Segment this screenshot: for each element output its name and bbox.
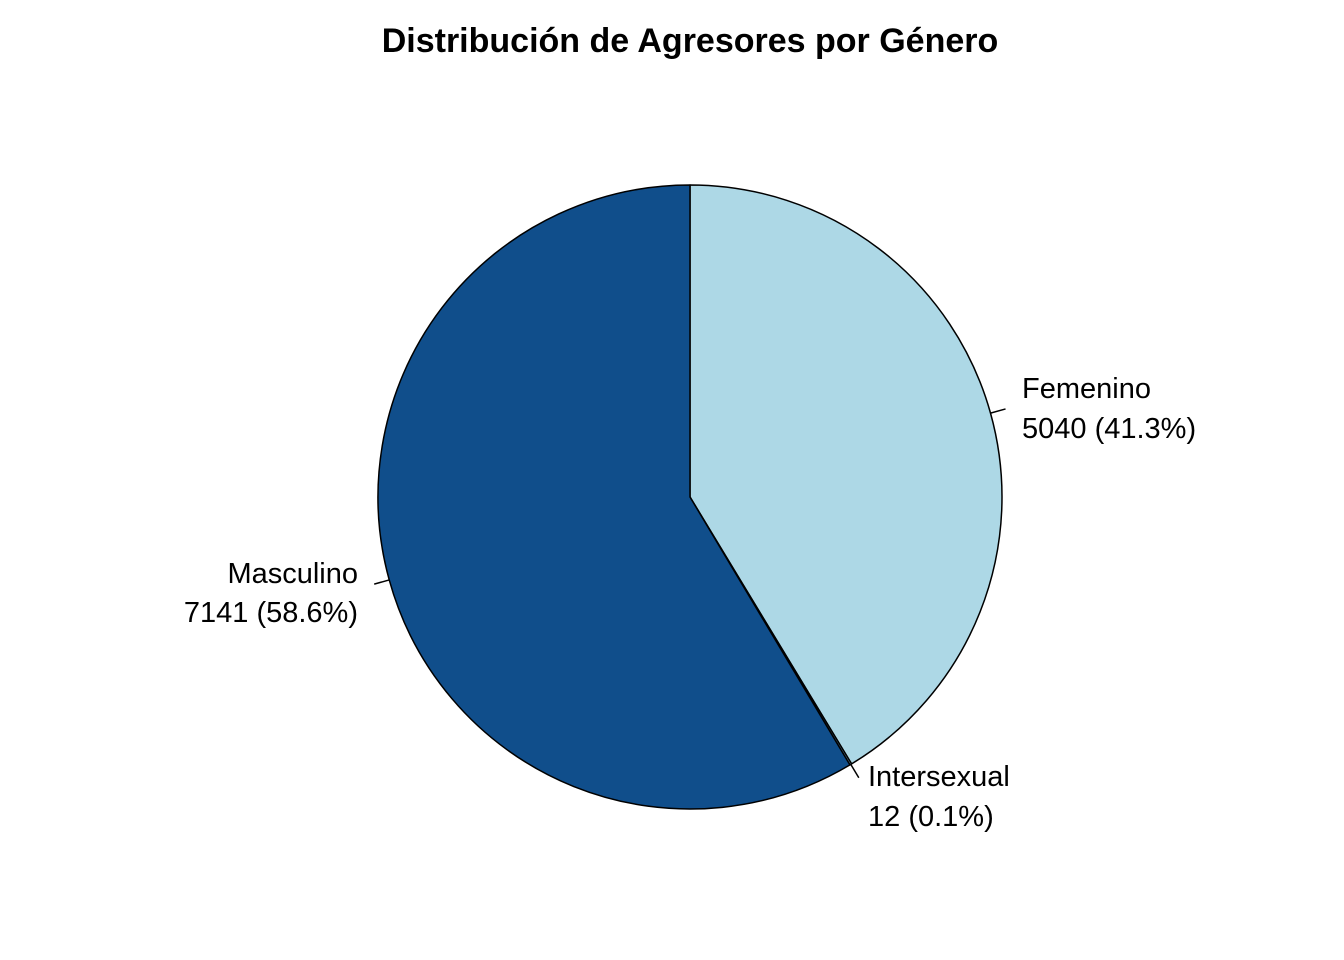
pie-slice-masculino <box>377 184 851 810</box>
slice-name-label: Femenino <box>1022 373 1151 405</box>
leader-line-masculino <box>373 579 390 585</box>
chart-title: Distribución de Agresores por Género <box>382 22 999 60</box>
leader-line-intersexual <box>850 764 860 779</box>
slice-value-label: 12 (0.1%) <box>868 801 994 833</box>
leader-line-femenino <box>990 408 1006 414</box>
pie-slices <box>377 184 1003 810</box>
pie-labels: Femenino 5040 (41.3%) Intersexual 12 (0.1%)… <box>184 373 1196 833</box>
slice-name-label: Masculino <box>227 558 358 590</box>
slice-value-label: 7141 (58.6%) <box>184 597 358 629</box>
slice-name-label: Intersexual <box>868 761 1010 793</box>
pie-slice-femenino <box>689 184 1003 765</box>
slice-value-label: 5040 (41.3%) <box>1022 413 1196 445</box>
